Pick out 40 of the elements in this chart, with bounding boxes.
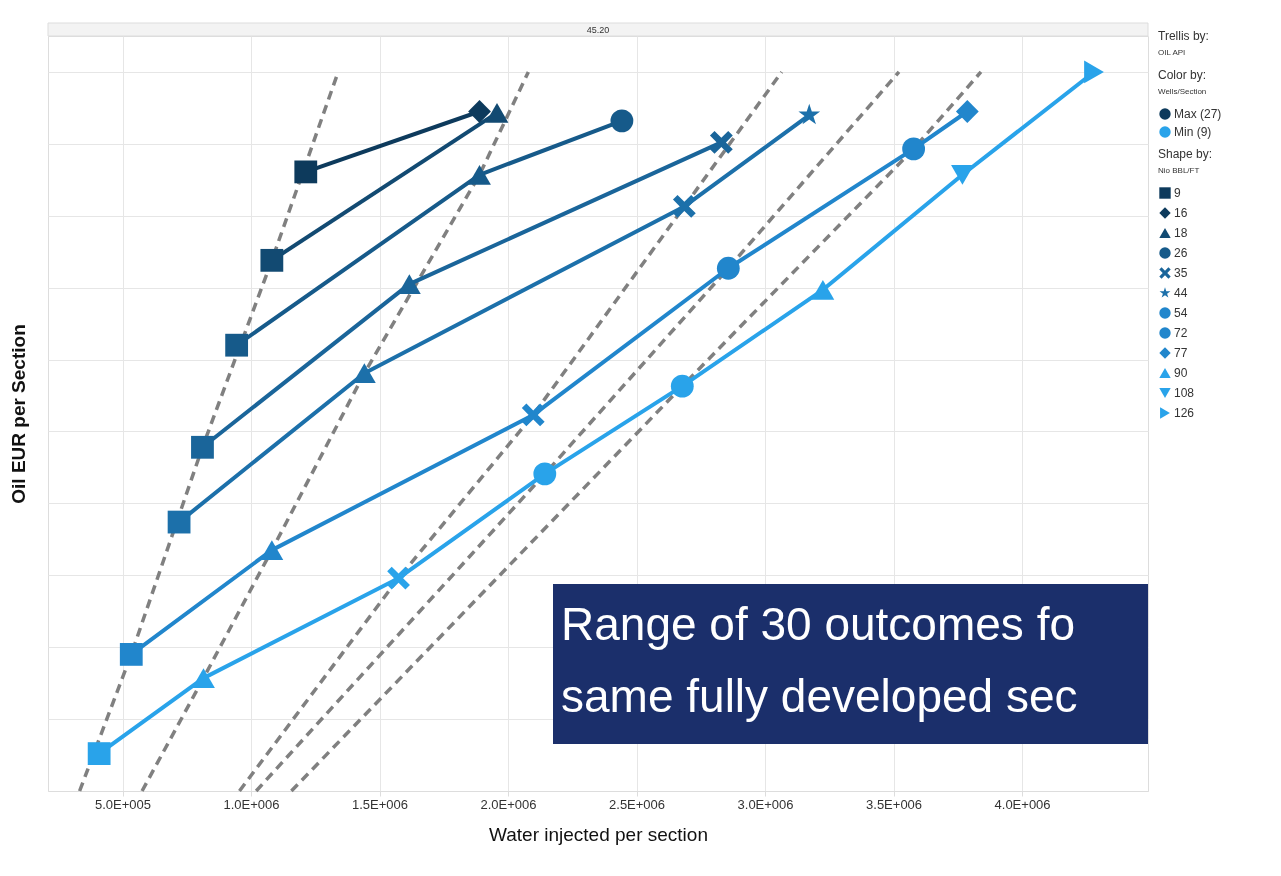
legend-title: Color by:: [1158, 68, 1207, 82]
legend-label: 9: [1174, 186, 1181, 200]
legend-label: 72: [1174, 326, 1188, 340]
point: [468, 100, 491, 123]
legend-label: 16: [1174, 206, 1188, 220]
point: [955, 100, 979, 123]
legend-label: 44: [1174, 286, 1188, 300]
text: Wells/Section: [1158, 87, 1207, 96]
x-tick-label: 2.5E+006: [609, 796, 666, 812]
legend-label: 77: [1174, 346, 1188, 360]
annotation: Range of 30 outcomes fo: [561, 598, 1075, 650]
point: [610, 109, 634, 133]
x-tick-label: 5.0E+005: [95, 796, 152, 812]
legend-label: 90: [1174, 366, 1188, 380]
x-tick-label: 2.0E+006: [480, 796, 537, 812]
legend-label: 35: [1174, 266, 1188, 280]
x-tick-label: 3.5E+006: [866, 796, 923, 812]
legend-label: 108: [1174, 386, 1195, 400]
text: OIL API: [1158, 48, 1186, 57]
x-tick-label: 4.0E+006: [994, 796, 1051, 812]
legend-label: Min (9): [1174, 125, 1212, 139]
annotation: same fully developed sec: [561, 670, 1078, 722]
x-axis-title: Water injected per section: [489, 823, 708, 845]
legend-label: 18: [1174, 226, 1188, 240]
text: Shape by:: [1158, 147, 1213, 161]
legend-label: 54: [1174, 306, 1188, 320]
point: [1084, 60, 1104, 84]
legend-label: 126: [1174, 406, 1195, 420]
legend-label: Max (27): [1174, 107, 1222, 121]
x-tick-label: 1.0E+006: [223, 796, 280, 812]
point: [811, 279, 835, 300]
legend-label: 26: [1174, 246, 1188, 260]
y-axis-title: Oil EUR per Section: [7, 324, 29, 504]
x-tick-label: 1.5E+006: [352, 796, 409, 812]
point: [798, 103, 821, 125]
text: Trellis by:: [1158, 29, 1209, 43]
point: [951, 164, 974, 185]
x-tick-label: 3.0E+006: [737, 796, 794, 812]
text: Nio BBL/FT: [1158, 166, 1200, 175]
chart-subtitle: 45.20: [586, 24, 610, 35]
